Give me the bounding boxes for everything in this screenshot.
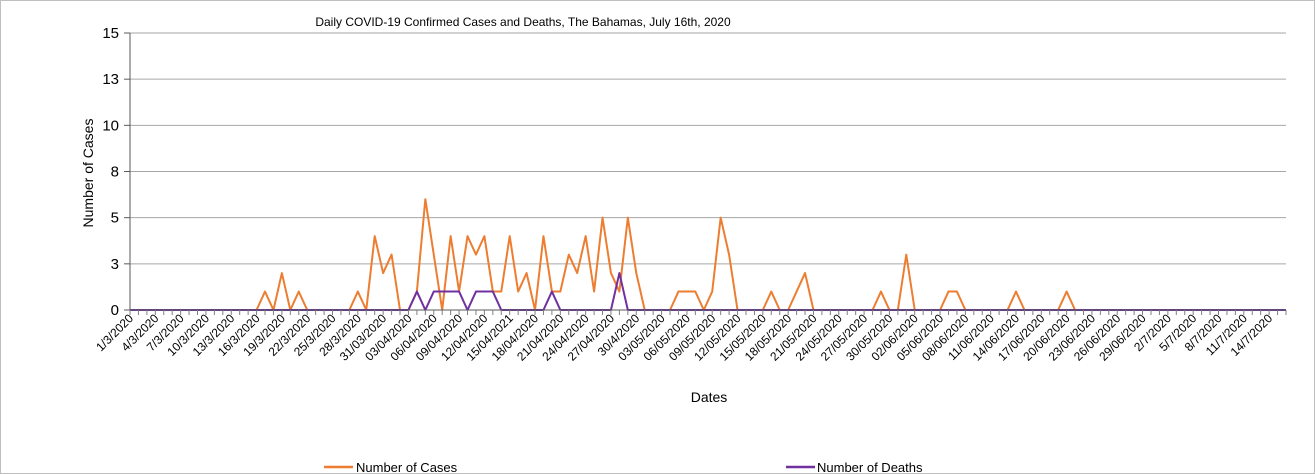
chart-title: Daily COVID-19 Confirmed Cases and Death…	[315, 15, 731, 29]
y-tick-label: 5	[111, 210, 119, 227]
legend-cases-label: Number of Cases	[356, 460, 458, 473]
x-axis-title: Dates	[691, 389, 728, 405]
legend: Number of Cases Number of Deaths	[324, 460, 923, 473]
series-line-cases	[130, 198, 1286, 311]
y-axis-ticks: 0 3 5 8 10 13 15	[102, 25, 119, 319]
gridlines	[124, 32, 1286, 311]
x-axis-ticks: 1/3/20204/3/20207/3/202010/3/202013/3/20…	[93, 311, 1275, 364]
y-tick-label: 13	[102, 71, 119, 88]
legend-deaths-label: Number of Deaths	[817, 460, 923, 473]
y-tick-label: 8	[111, 164, 119, 181]
y-tick-label: 15	[102, 25, 119, 42]
series-lines	[130, 198, 1286, 311]
y-tick-label: 10	[102, 117, 119, 134]
y-tick-label: 0	[111, 302, 119, 319]
series-line-deaths	[130, 272, 1286, 311]
y-tick-label: 3	[111, 256, 119, 273]
axes	[129, 33, 1287, 315]
y-axis-title: Number of Cases	[80, 119, 96, 228]
